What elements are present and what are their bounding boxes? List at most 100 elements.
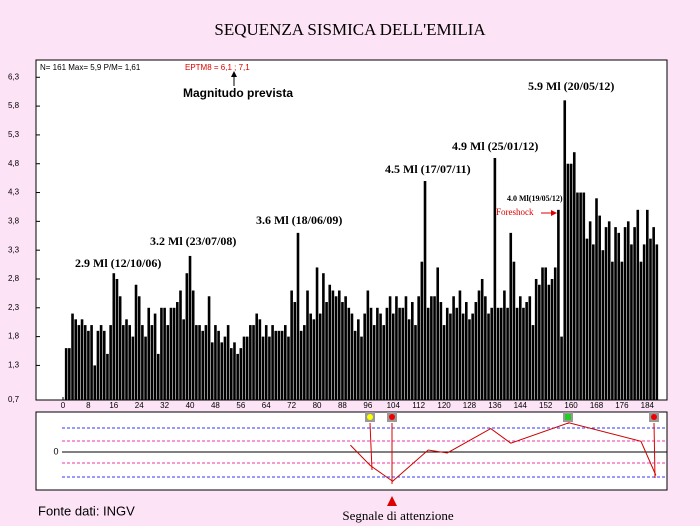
bar	[353, 330, 357, 400]
bar	[404, 296, 408, 400]
bar	[455, 307, 459, 400]
bar	[633, 227, 636, 400]
y-tick-label: 0	[53, 446, 58, 456]
x-tick-label: 32	[160, 401, 169, 410]
bar	[369, 307, 373, 400]
y-tick-label: 3,3	[8, 245, 20, 254]
annotation: 5.9 Ml (20/05/12)	[528, 79, 614, 93]
y-tick-label: 3,8	[8, 216, 20, 225]
bar	[115, 278, 119, 400]
bar	[436, 267, 440, 400]
bar	[258, 319, 262, 400]
bar	[503, 290, 506, 400]
bar	[201, 330, 205, 400]
bar	[582, 192, 586, 400]
bar	[331, 290, 335, 400]
bar	[125, 319, 128, 400]
bar	[233, 342, 236, 400]
bar	[188, 255, 192, 400]
bar	[484, 296, 487, 400]
bar	[372, 325, 376, 400]
bar	[309, 313, 312, 400]
bar	[401, 307, 405, 400]
bar	[315, 267, 319, 400]
bar	[179, 290, 182, 400]
bar	[337, 290, 341, 400]
bar	[525, 302, 528, 400]
bar	[414, 325, 417, 400]
bar	[112, 273, 116, 400]
bar	[87, 330, 90, 400]
bar	[376, 307, 379, 400]
stats: N= 161 Max= 5,9 P/M= 1,61	[40, 63, 141, 72]
bar	[198, 325, 201, 400]
x-tick-label: 40	[186, 401, 195, 410]
bar	[611, 261, 614, 400]
bar	[420, 261, 424, 400]
bar	[388, 296, 392, 400]
annotation: 4.9 Ml (25/01/12)	[452, 139, 538, 153]
annotation: 3.2 Ml (23/07/08)	[150, 234, 236, 248]
bar	[572, 152, 576, 400]
bar	[522, 307, 525, 400]
arrow-head	[551, 210, 557, 216]
annotation: 2.9 Ml (12/10/06)	[75, 256, 161, 270]
bar	[341, 302, 344, 400]
bar	[382, 325, 386, 400]
bar	[655, 244, 659, 400]
bar	[185, 273, 189, 400]
annotation: Foreshock	[496, 207, 534, 217]
bar	[391, 313, 395, 400]
bar	[334, 296, 338, 400]
bar	[458, 290, 462, 400]
bar	[204, 325, 208, 400]
chart-title: SEQUENZA SISMICA DELL'EMILIA	[214, 20, 486, 39]
bar	[93, 365, 97, 400]
bar	[283, 325, 287, 400]
bar	[245, 336, 249, 400]
bar	[528, 296, 532, 400]
bar	[74, 319, 77, 400]
x-tick-label: 16	[109, 401, 118, 410]
bar	[312, 319, 316, 400]
bar	[134, 284, 138, 400]
forecast-label: Magnitudo prevista	[183, 86, 293, 100]
bar	[296, 232, 300, 400]
bar	[217, 330, 220, 400]
x-tick-label: 0	[61, 401, 66, 410]
bar	[230, 348, 233, 400]
bar	[236, 353, 239, 400]
x-tick-label: 152	[539, 401, 553, 410]
marker-dot	[565, 414, 571, 420]
bar	[496, 307, 500, 400]
x-tick-label: 56	[236, 401, 245, 410]
marker-dot	[651, 414, 657, 420]
bar	[290, 290, 293, 400]
bar	[506, 307, 509, 400]
bar	[626, 221, 630, 400]
bar	[576, 192, 579, 400]
bar	[547, 284, 551, 400]
bar	[261, 336, 265, 400]
bar	[226, 325, 230, 400]
bar	[239, 348, 243, 400]
bar	[176, 302, 179, 400]
bar	[169, 307, 173, 400]
x-tick-label: 64	[262, 401, 271, 410]
bar	[433, 296, 436, 400]
bar	[477, 290, 481, 400]
y-tick-label: 2,3	[8, 303, 20, 312]
forecast: EPTM8 = 6,1 ; 7,1	[185, 63, 250, 72]
bar	[220, 342, 224, 400]
bar	[287, 336, 290, 400]
bar	[379, 313, 382, 400]
bar	[439, 302, 443, 400]
annotation: 4.0 Ml(19/05/12)	[507, 194, 563, 203]
bar	[131, 336, 135, 400]
bar	[490, 307, 494, 400]
arrow-head	[231, 71, 237, 77]
bar	[585, 238, 589, 400]
bar	[242, 336, 246, 400]
x-tick-label: 168	[590, 401, 604, 410]
